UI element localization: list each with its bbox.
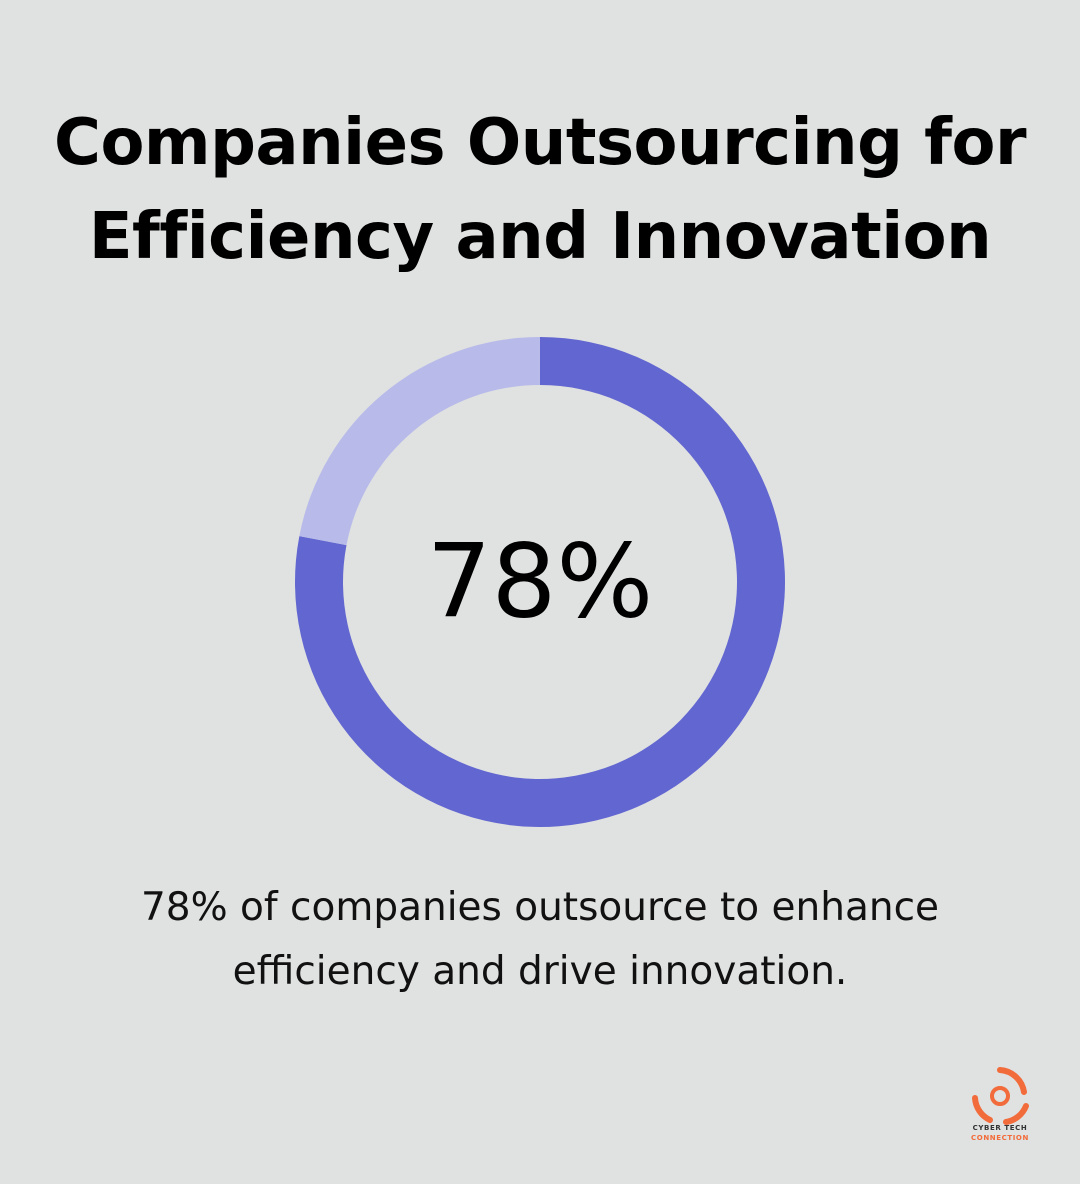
logo-text-line-2: CONNECTION [971,1134,1029,1142]
chart-caption: 78% of companies outsource to enhance ef… [0,876,1080,1004]
donut-chart: 78% [295,337,785,827]
chart-title-line-1: Companies Outsourcing for [53,106,1027,180]
logo-text-line-1: CYBER TECH [972,1124,1028,1132]
chart-title-line-2: Efficiency and Innovation [88,200,992,274]
donut-slice-2 [299,337,540,546]
chart-caption-line-1: 78% of companies outsource to enhance [140,885,940,930]
donut-center-label: 78% [427,523,654,642]
chart-title: Companies Outsourcing for Efficiency and… [0,96,1080,284]
chart-caption-line-2: efficiency and drive innovation. [232,949,848,994]
cyber-tech-logo-icon [972,1067,1029,1125]
